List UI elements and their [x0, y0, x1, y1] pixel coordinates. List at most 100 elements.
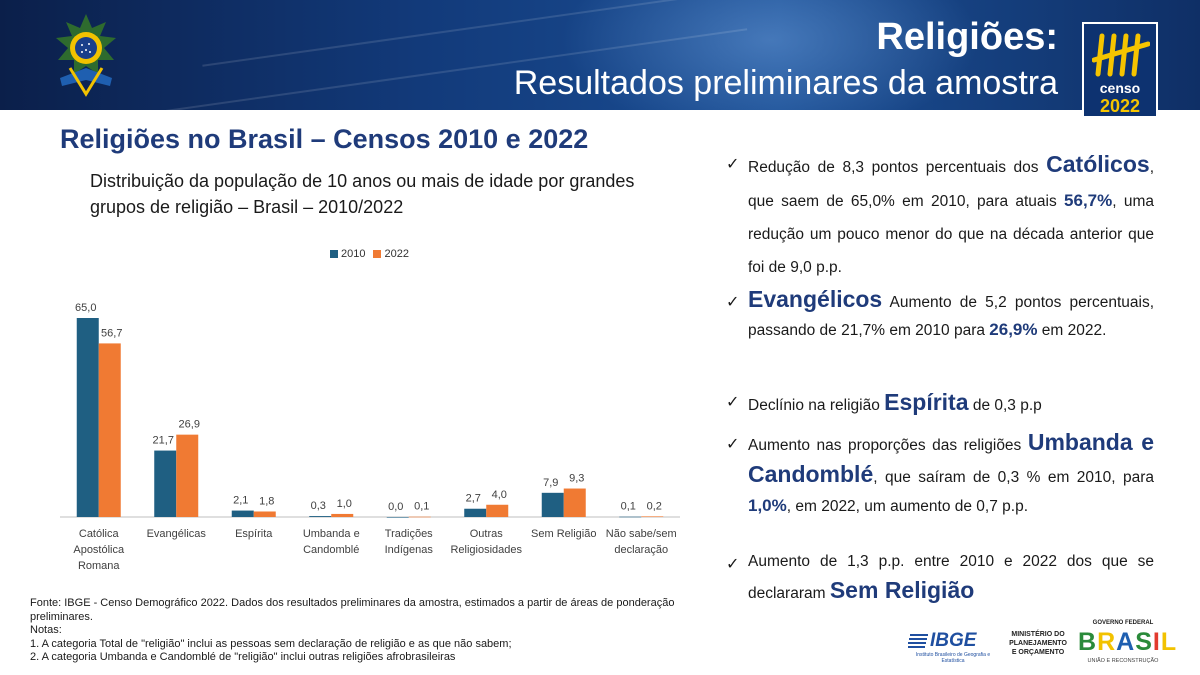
bullet-sem-religiao: ✓ Aumento de 1,3 p.p. entre 2010 e 2022 … [726, 548, 1154, 608]
bullet-evangelicos: ✓ Evangélicos Aumento de 5,2 pontos perc… [726, 286, 1154, 344]
highlight-catolicos: Católicos [1046, 151, 1150, 177]
data-label-2022: 9,3 [569, 473, 584, 485]
bullet-text-part: Aumento nas proporções das religiões [748, 437, 1022, 454]
bullet-text-part: de 0,3 p.p [968, 397, 1042, 414]
highlight-espirita: Espírita [884, 389, 969, 415]
bar-2010 [231, 510, 254, 517]
data-label-2022: 1,0 [337, 498, 352, 510]
category-label: Religiosidades [450, 544, 522, 556]
bar-2022 [563, 488, 586, 517]
ministerio-line: PLANEJAMENTO [1009, 640, 1067, 647]
category-label: Espírita [235, 528, 273, 540]
chart-subtitle: Distribuição da população de 10 anos ou … [90, 171, 635, 217]
legend-label-2022: 2022 [384, 248, 409, 260]
category-label: Apostólica [73, 544, 125, 556]
ibge-logo: IBGE Instituto Brasileiro de Geografia e… [908, 630, 998, 664]
header-banner: Religiões: Resultados preliminares da am… [0, 0, 1200, 110]
gov-logo-letter: L [1160, 628, 1178, 656]
data-label-2022: 0,2 [647, 500, 662, 512]
bullet-espirita: ✓ Declínio na religião Espírita de 0,3 p… [726, 386, 1154, 422]
footnote-notes-label: Notas: [30, 624, 62, 636]
censo-logo-word: censo [1099, 80, 1141, 96]
data-label-2010: 0,0 [388, 501, 403, 513]
data-label-2010: 7,9 [543, 477, 558, 489]
check-icon: ✓ [726, 156, 740, 173]
gov-logo-word: BRASIL [1078, 628, 1176, 657]
data-label-2010: 2,1 [233, 495, 248, 507]
ibge-logo-text: IBGE [930, 630, 977, 651]
footnote-source: Fonte: IBGE - Censo Demográfico 2022. Da… [30, 597, 675, 623]
bullet-text: Aumento nas proporções das religiões Umb… [726, 428, 1154, 521]
highlight-sem-religiao: Sem Religião [829, 577, 975, 603]
legend-item-2010: 2010 [330, 248, 365, 260]
censo-2022-logo: censo 2022 [1082, 22, 1158, 118]
bar-2022 [408, 516, 431, 518]
footnote-note-1: 1. A categoria Total de "religião" inclu… [30, 637, 512, 650]
bullet-text-part: , uma redução um pouco menor do que na d… [748, 193, 1154, 276]
bullet-text-part: , em 2022, um aumento de 0,7 p.p. [786, 498, 1029, 515]
footnote-note-2: 2. A categoria Umbanda e Candomblé de "r… [30, 651, 456, 663]
check-icon: ✓ [726, 394, 740, 411]
category-label: Sem Religião [531, 528, 596, 540]
bullet-text-part: Redução de 8,3 pontos percentuais dos [748, 159, 1039, 176]
gov-logo-letter: S [1135, 628, 1153, 656]
check-icon: ✓ [726, 436, 740, 453]
highlight-umbanda: Umbanda e Candomblé [748, 429, 1154, 487]
ibge-logo-subtitle: Instituto Brasileiro de Geografia e Esta… [915, 652, 991, 664]
data-label-2022: 26,9 [179, 419, 200, 431]
bar-2022 [641, 516, 664, 517]
bar-2022 [253, 511, 276, 517]
bar-2022 [176, 434, 199, 517]
gov-logo-top: GOVERNO FEDERAL [1092, 620, 1154, 626]
bar-2010 [541, 492, 564, 517]
bar-chart: 65,0 56,7 Católica Apostólica Romana 21,7 26,9… [60, 302, 680, 572]
gov-logo-letter: R [1097, 628, 1117, 656]
category-label: Evangélicas [147, 528, 207, 540]
data-label-2022: 56,7 [101, 327, 122, 339]
bar-2010 [309, 516, 332, 517]
bullet-text-part: , que saíram de 0,3 % em 2010, para [873, 469, 1154, 486]
data-label-2010: 0,3 [311, 500, 326, 512]
footnote: Fonte: IBGE - Censo Demográfico 2022. Da… [30, 597, 730, 665]
highlight-number: 26,9% [989, 320, 1038, 339]
check-icon: ✓ [726, 294, 740, 311]
bar-2022 [98, 343, 121, 517]
highlight-number: 1,0% [748, 496, 787, 515]
chart-heading: Religiões no Brasil – Censos 2010 e 2022 [60, 124, 589, 154]
bullet-text: Evangélicos Aumento de 5,2 pontos percen… [726, 286, 1154, 344]
coat-of-arms-icon [56, 14, 116, 97]
bullet-text-part: Aumento de 5,2 pontos percentuais, passa… [748, 294, 1154, 339]
gov-logo-letter: B [1078, 628, 1098, 656]
check-icon: ✓ [726, 556, 740, 573]
legend-item-2022: 2022 [373, 248, 409, 260]
highlight-evangelicos: Evangélicos [748, 286, 883, 312]
header-subtitle: Resultados preliminares da amostra [513, 64, 1058, 102]
category-label: Tradições [385, 528, 433, 540]
data-label-2022: 0,1 [414, 501, 429, 513]
category-label: Romana [78, 560, 120, 572]
data-label-2010: 0,1 [621, 501, 636, 513]
bullet-text-part: Aumento de 1,3 p.p. entre 2010 e 2022 do… [748, 553, 1154, 602]
gov-logo-bottom: UNIÃO E RECONSTRUÇÃO [1087, 658, 1159, 664]
bullet-text-part: Declínio na religião [748, 397, 880, 414]
data-label-2010: 65,0 [75, 302, 96, 314]
category-label: declaração [614, 544, 668, 556]
bullet-text: Declínio na religião Espírita de 0,3 p.p [726, 386, 1154, 422]
bar-2010 [619, 516, 642, 518]
bar-2022 [331, 513, 354, 517]
gov-logo-letter: I [1152, 628, 1161, 656]
bullet-catolicos: ✓ Redução de 8,3 pontos percentuais dos … [726, 148, 1154, 284]
ibge-stripes-icon [908, 634, 928, 648]
bar-2010 [76, 318, 99, 517]
censo-logo-year: 2022 [1099, 96, 1141, 116]
data-label-2010: 21,7 [153, 435, 174, 447]
bullet-text: Aumento de 1,3 p.p. entre 2010 e 2022 do… [726, 548, 1154, 608]
legend-label-2010: 2010 [341, 248, 366, 260]
chart-legend: 2010 2022 [330, 248, 409, 260]
data-label-2022: 1,8 [259, 495, 274, 507]
header-title: Religiões: [876, 16, 1058, 58]
category-label: Umbanda e [303, 528, 360, 540]
header-glow [560, 0, 980, 110]
bar-2010 [464, 508, 487, 517]
category-label: Indígenas [385, 544, 434, 556]
